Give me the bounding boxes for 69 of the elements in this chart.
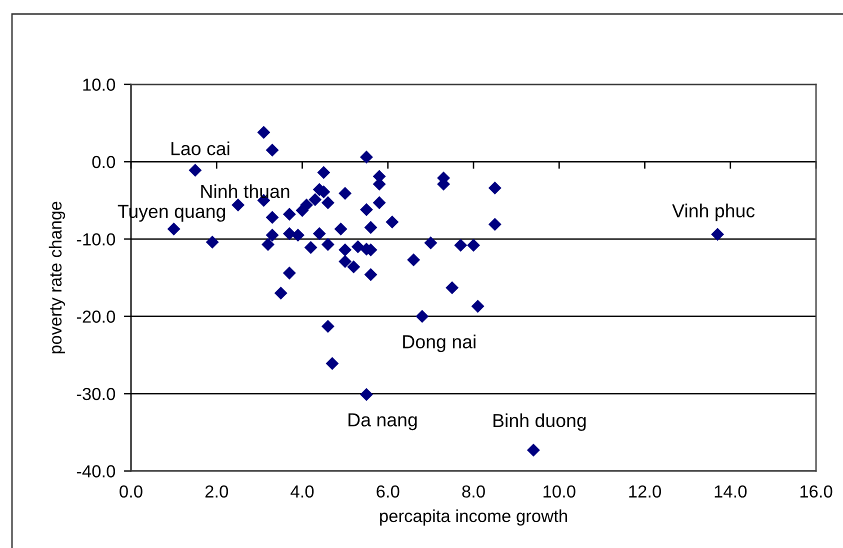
- point: [321, 320, 334, 333]
- point: [232, 198, 245, 212]
- point: [261, 238, 275, 251]
- point: [526, 444, 540, 457]
- point: [167, 222, 180, 236]
- annotation: Da nang: [348, 413, 417, 430]
- point: [266, 228, 279, 242]
- point: [338, 254, 352, 268]
- point: [360, 203, 373, 216]
- point: [266, 144, 279, 157]
- point: [364, 220, 378, 234]
- y-axis-title: poverty rate change: [48, 202, 66, 354]
- point: [326, 357, 339, 370]
- point: [321, 238, 334, 251]
- point: [416, 310, 429, 323]
- point: [424, 236, 438, 250]
- y-tick-label: 10.0: [83, 78, 116, 91]
- point: [488, 218, 502, 231]
- point: [360, 150, 373, 164]
- annotation: Vinh phuc: [672, 204, 755, 222]
- y-tick-label: -10.0: [76, 233, 116, 246]
- x-tick-label: 8.0: [462, 485, 485, 498]
- point: [446, 281, 459, 294]
- point: [471, 300, 484, 313]
- point: [338, 243, 352, 256]
- x-tick-label: 0.0: [120, 485, 142, 498]
- point: [257, 126, 270, 139]
- point: [711, 228, 724, 241]
- point: [282, 208, 296, 221]
- point: [282, 266, 296, 280]
- point: [488, 181, 502, 195]
- point: [312, 227, 326, 240]
- point: [308, 193, 322, 206]
- point: [274, 286, 288, 300]
- y-tick-label: -40.0: [76, 465, 116, 478]
- point: [317, 166, 330, 180]
- x-tick-label: 2.0: [205, 485, 228, 498]
- x-tick-label: 4.0: [290, 485, 314, 498]
- point: [407, 253, 420, 266]
- point: [300, 198, 314, 212]
- point: [372, 196, 386, 210]
- point: [334, 222, 348, 236]
- point: [188, 164, 202, 177]
- point: [454, 238, 468, 252]
- point: [360, 388, 373, 401]
- point: [347, 260, 360, 274]
- x-tick-label: 16.0: [800, 485, 832, 498]
- point: [266, 210, 279, 224]
- point: [321, 196, 334, 210]
- annotation: Lao cai: [172, 141, 230, 156]
- y-tick-label: -20.0: [76, 310, 116, 323]
- x-tick-label: 12.0: [629, 485, 661, 498]
- x-tick-label: 6.0: [376, 485, 400, 498]
- x-tick-label: 10.0: [544, 485, 576, 498]
- x-axis-title: percapita income growth: [380, 509, 567, 526]
- y-tick-label: -30.0: [76, 388, 116, 400]
- x-tick-label: 14.0: [714, 485, 747, 498]
- point: [338, 186, 352, 200]
- point: [386, 216, 399, 229]
- y-tick-label: 0.0: [92, 156, 116, 168]
- annotation: Dong nai: [403, 334, 476, 352]
- point: [467, 238, 480, 252]
- point: [351, 240, 364, 254]
- point: [291, 228, 304, 242]
- annotation: Ninh thuan: [201, 184, 290, 198]
- annotation: Binh duong: [494, 413, 586, 431]
- point: [206, 236, 219, 249]
- point: [364, 268, 378, 282]
- point: [304, 241, 318, 254]
